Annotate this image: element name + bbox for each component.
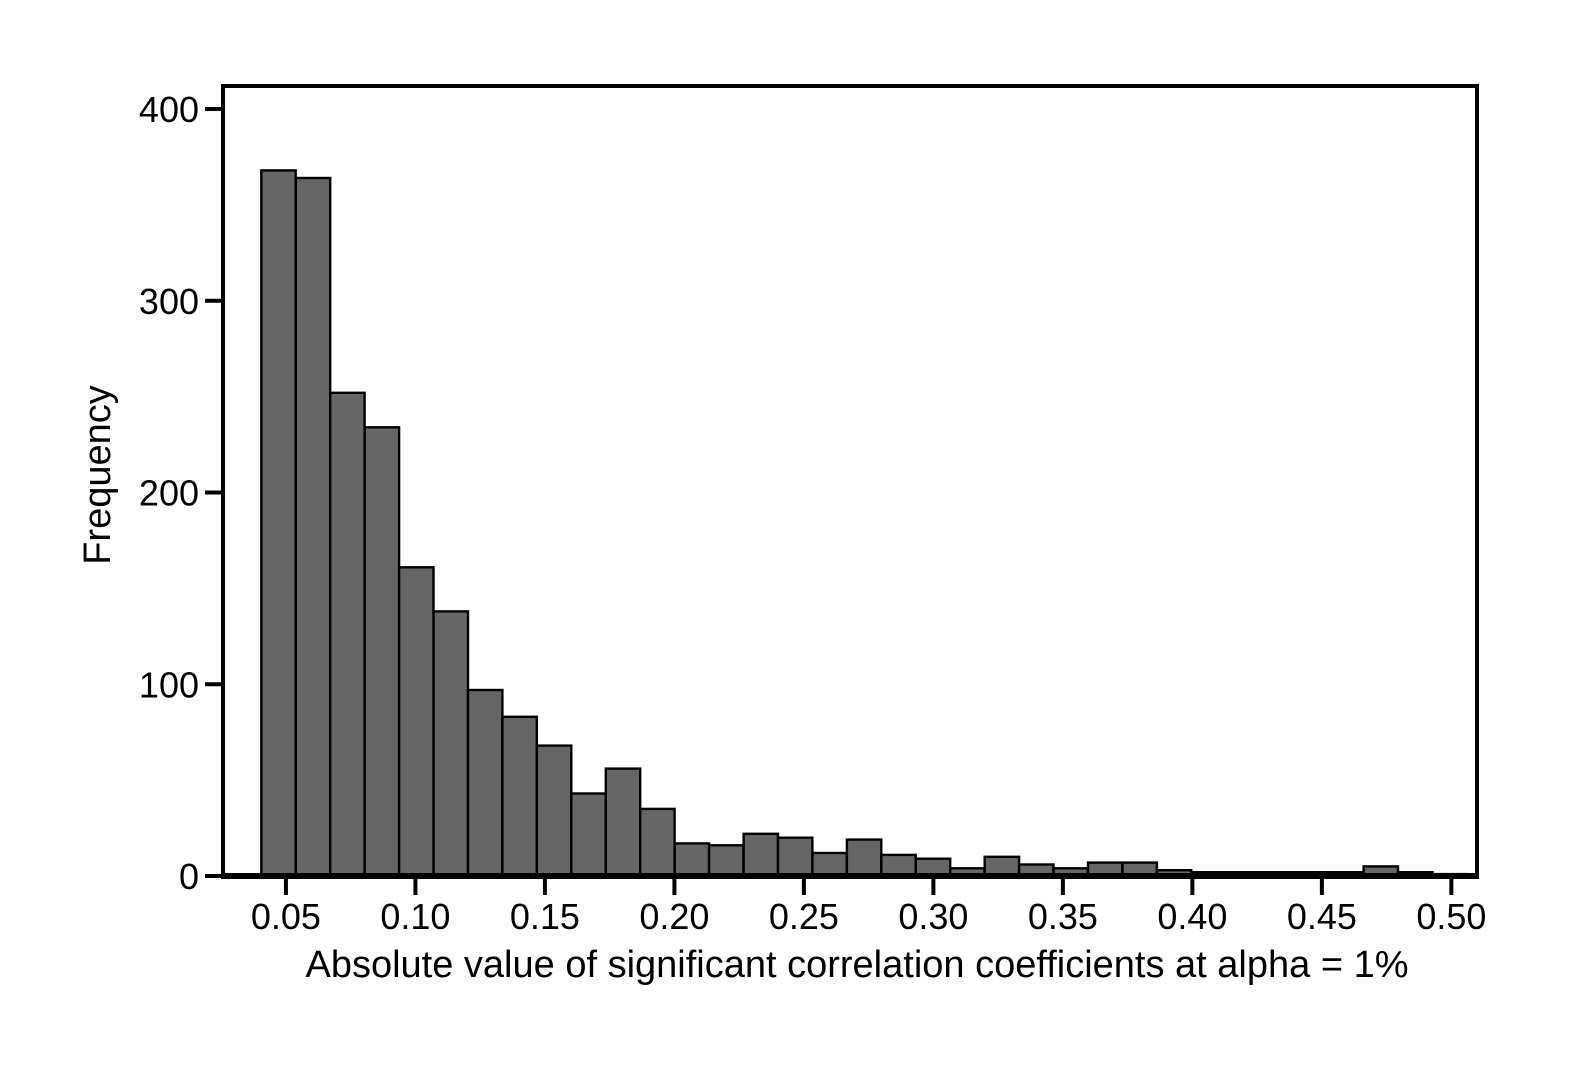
x-axis-tick-label: 0.05 bbox=[251, 896, 321, 937]
histogram-bar bbox=[535, 744, 573, 878]
x-axis-tick-label: 0.50 bbox=[1416, 896, 1486, 937]
plot-generated-layer: 0.05 0.10 0.15 0.20 0.25 0.30 0.35 0.40 0.45 0.50… bbox=[139, 84, 1486, 937]
x-axis-tick-label: 0.40 bbox=[1157, 896, 1227, 937]
histogram-bar bbox=[604, 767, 642, 878]
histogram-bar bbox=[880, 853, 917, 878]
histogram-bar bbox=[811, 851, 849, 878]
histogram-bar bbox=[329, 391, 366, 878]
histogram-bar bbox=[707, 844, 745, 878]
histogram-bar bbox=[742, 832, 780, 878]
histogram-bar bbox=[776, 836, 814, 878]
x-axis-tick-label: 0.35 bbox=[1028, 896, 1098, 937]
histogram-bar bbox=[363, 426, 401, 878]
y-axis-tick-label: 0 bbox=[179, 856, 199, 897]
x-axis-tick-label: 0.45 bbox=[1287, 896, 1357, 937]
histogram-bar bbox=[432, 610, 470, 878]
histogram-bar bbox=[639, 807, 676, 878]
y-axis-tick-label: 400 bbox=[139, 89, 199, 130]
histogram-bar bbox=[260, 169, 297, 878]
histogram-bar bbox=[466, 688, 504, 878]
x-axis-tick-label: 0.25 bbox=[769, 896, 839, 937]
x-axis-tick-label: 0.20 bbox=[639, 896, 709, 937]
histogram-bar bbox=[397, 566, 435, 878]
histogram-bar bbox=[501, 715, 538, 878]
y-axis-title: Frequency bbox=[77, 385, 119, 565]
x-axis-tick-label: 0.15 bbox=[510, 896, 580, 937]
x-axis-tick-label: 0.10 bbox=[380, 896, 450, 937]
x-axis-title: Absolute value of significant correlatio… bbox=[305, 944, 1408, 986]
histogram-bar bbox=[845, 838, 883, 878]
histogram-bar bbox=[294, 176, 332, 878]
x-axis-tick-label: 0.30 bbox=[898, 896, 968, 937]
y-axis-tick-label: 300 bbox=[139, 281, 199, 322]
y-axis-tick-label: 100 bbox=[139, 664, 199, 705]
histogram-bar bbox=[673, 842, 711, 878]
y-axis-tick-label: 200 bbox=[139, 473, 199, 514]
histogram-bar bbox=[570, 792, 607, 878]
